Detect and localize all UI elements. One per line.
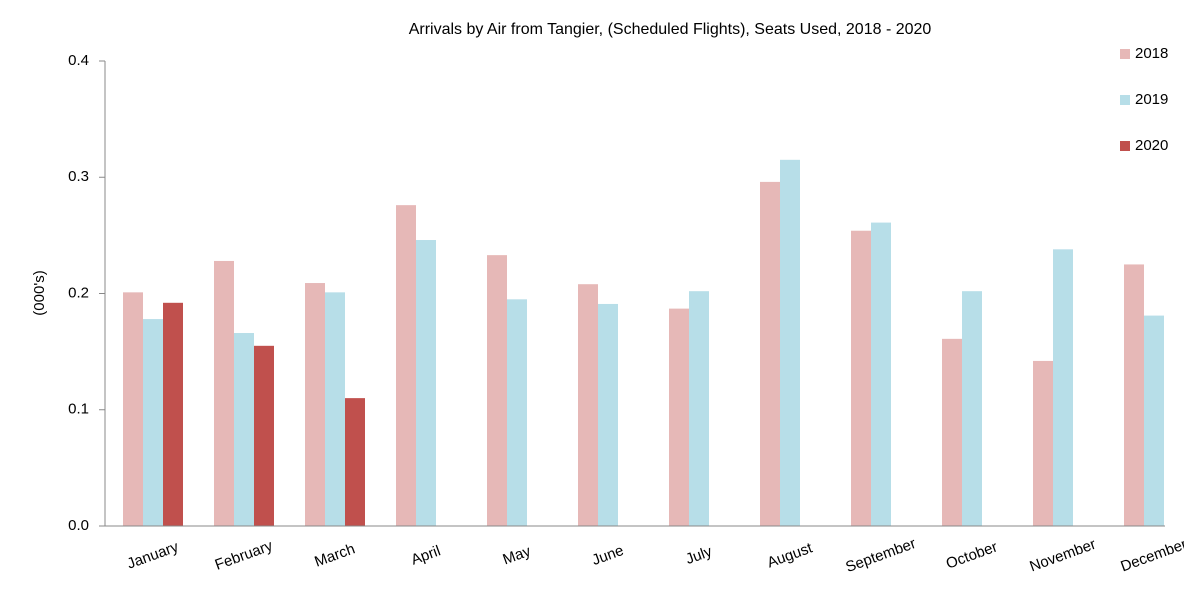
x-tick-label: May [501, 542, 534, 568]
bar [1053, 249, 1073, 526]
bar [325, 292, 345, 526]
y-tick-label: 0.2 [68, 284, 89, 301]
bar [143, 319, 163, 526]
bar [962, 291, 982, 526]
bar [254, 345, 274, 526]
y-tick-label: 0.0 [68, 517, 89, 534]
bar [345, 398, 365, 526]
legend-swatch [1120, 49, 1130, 59]
y-axis-label: (000's) [31, 270, 48, 315]
bar [689, 291, 709, 526]
bar [871, 222, 891, 526]
bar [123, 292, 143, 526]
y-tick-label: 0.3 [68, 168, 89, 185]
legend-swatch [1120, 95, 1130, 105]
y-tick-label: 0.1 [68, 401, 89, 418]
bar [487, 255, 507, 526]
chart-title: Arrivals by Air from Tangier, (Scheduled… [409, 21, 932, 38]
bar [416, 240, 436, 526]
bar [1124, 264, 1144, 526]
x-tick-label: July [683, 543, 714, 568]
x-tick-label: January [125, 538, 181, 572]
bar [942, 338, 962, 526]
x-tick-label: March [312, 540, 357, 570]
x-tick-label: September [843, 535, 918, 576]
bar [396, 205, 416, 526]
bar [163, 302, 183, 526]
bar [1144, 315, 1164, 526]
bar [305, 283, 325, 526]
x-tick-label: April [409, 542, 443, 568]
x-tick-label: February [213, 537, 276, 574]
y-tick-label: 0.4 [68, 52, 89, 69]
x-tick-label: December [1118, 536, 1184, 576]
bar [214, 260, 234, 526]
bar [234, 333, 254, 526]
bar [780, 159, 800, 526]
x-tick-label: June [590, 542, 626, 569]
bar [669, 308, 689, 526]
legend-swatch [1120, 141, 1130, 151]
x-tick-label: November [1027, 536, 1098, 576]
x-tick-label: October [944, 538, 1000, 572]
bar [578, 284, 598, 526]
bar [760, 181, 780, 526]
legend-label: 2019 [1135, 91, 1168, 108]
bar [851, 230, 871, 526]
x-tick-label: August [765, 539, 815, 571]
legend-label: 2020 [1135, 137, 1168, 154]
bar [598, 303, 618, 526]
bar [507, 299, 527, 526]
bar [1033, 360, 1053, 526]
legend-label: 2018 [1135, 45, 1168, 62]
